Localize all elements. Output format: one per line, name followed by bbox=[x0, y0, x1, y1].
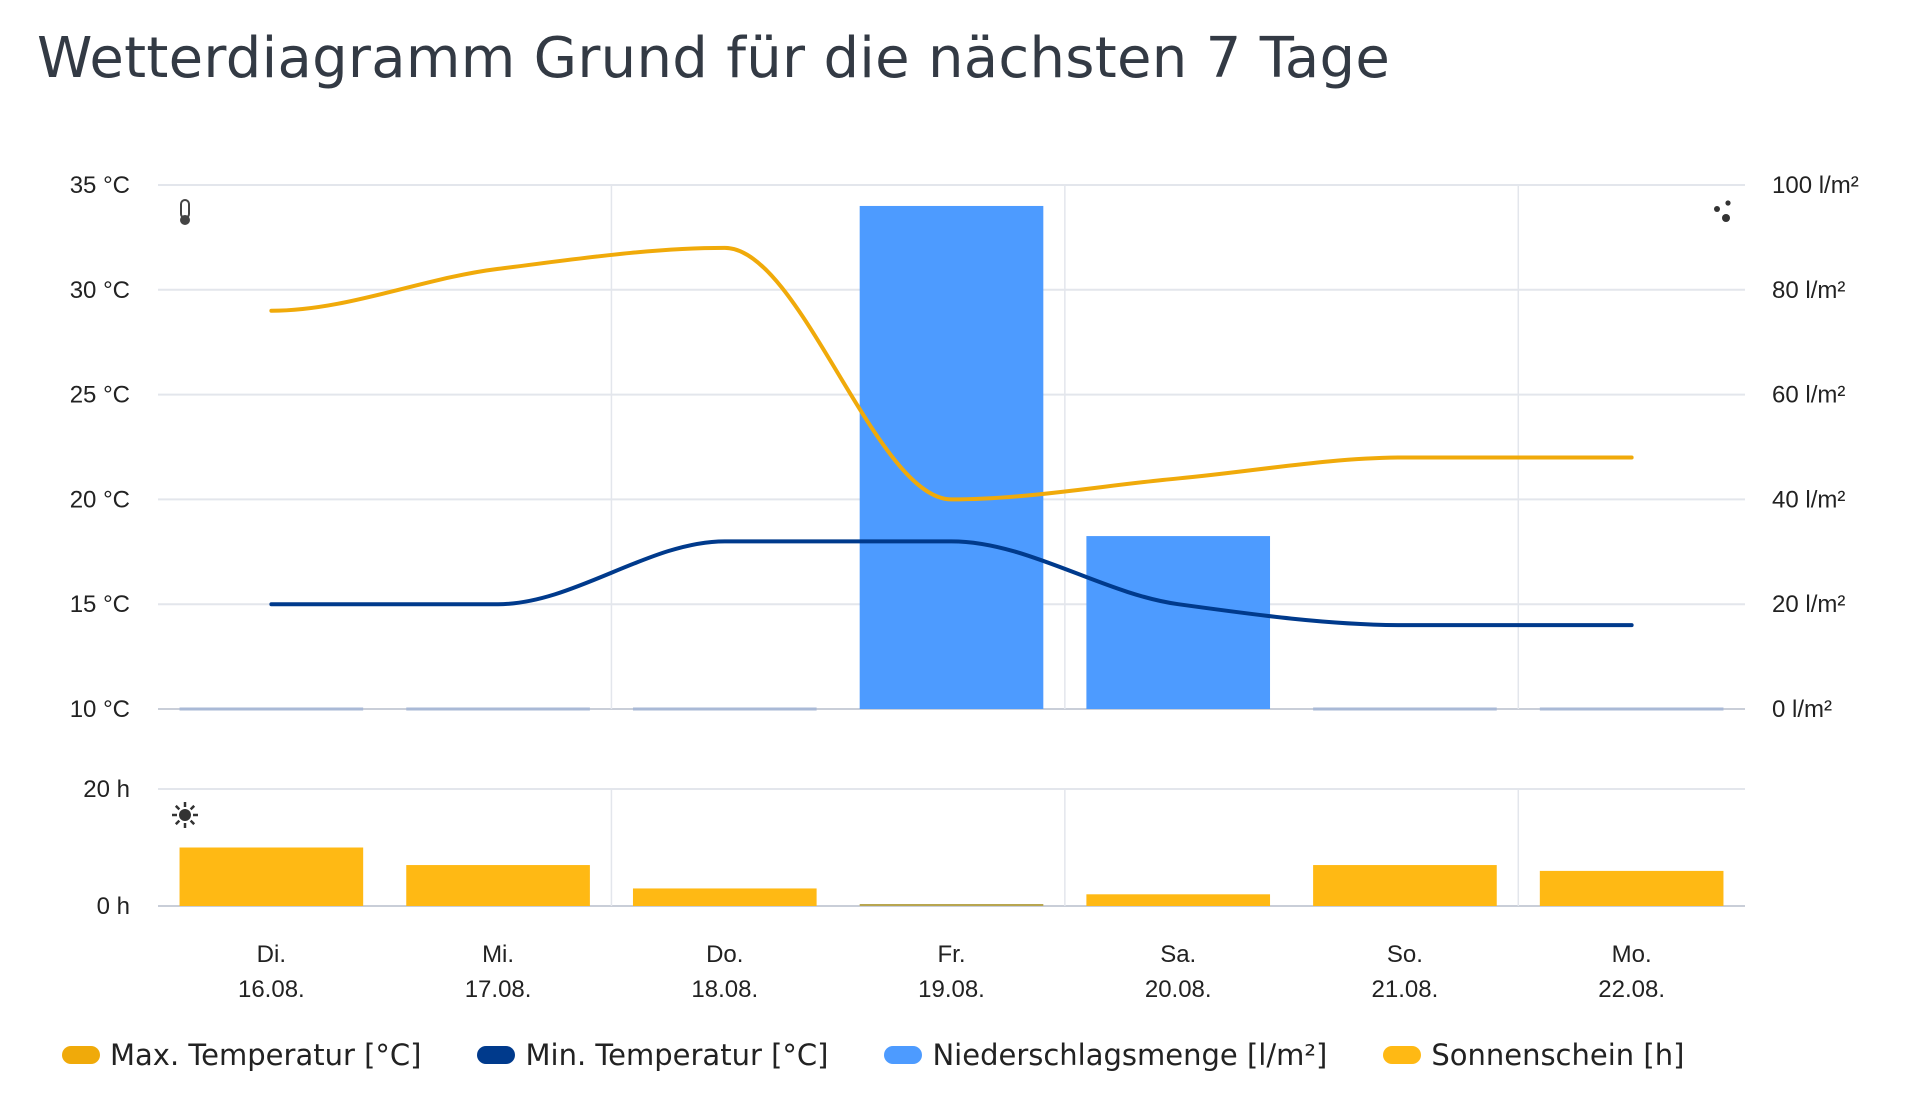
legend-item[interactable]: Sonnenschein [h] bbox=[1383, 1038, 1684, 1072]
date-label: 18.08. bbox=[691, 976, 758, 1003]
precip-bar bbox=[406, 707, 590, 711]
day-label: So. bbox=[1387, 941, 1423, 968]
legend-item[interactable]: Min. Temperatur [°C] bbox=[477, 1038, 828, 1072]
day-label: Mi. bbox=[482, 941, 514, 968]
day-label: Fr. bbox=[938, 941, 966, 968]
sun-tick-label: 20 h bbox=[83, 776, 130, 803]
chart-title: Wetterdiagramm Grund für die nächsten 7 … bbox=[37, 26, 1391, 91]
precip-tick-label: 100 l/m² bbox=[1772, 172, 1859, 199]
date-label: 21.08. bbox=[1372, 976, 1439, 1003]
legend-marker bbox=[1383, 1046, 1422, 1064]
date-label: 20.08. bbox=[1145, 976, 1212, 1003]
legend-marker bbox=[62, 1046, 100, 1064]
legend-item[interactable]: Niederschlagsmenge [l/m²] bbox=[884, 1038, 1327, 1072]
date-label: 17.08. bbox=[465, 976, 532, 1003]
sunshine-bar bbox=[406, 865, 590, 906]
temp-tick-label: 30 °C bbox=[70, 277, 130, 304]
day-label: Sa. bbox=[1160, 941, 1196, 968]
precip-bar bbox=[1313, 707, 1497, 711]
date-label: 22.08. bbox=[1598, 976, 1665, 1003]
precip-tick-label: 60 l/m² bbox=[1772, 382, 1845, 409]
chart-legend: Max. Temperatur [°C] Min. Temperatur [°C]… bbox=[62, 1038, 1740, 1072]
min-temperature-line bbox=[269, 539, 1634, 628]
sun-icon bbox=[172, 802, 198, 828]
day-label: Do. bbox=[706, 941, 743, 968]
day-label: Mo. bbox=[1612, 941, 1652, 968]
precip-bar bbox=[1539, 707, 1724, 711]
precip-bar bbox=[179, 707, 364, 711]
precip-bar bbox=[859, 205, 1044, 709]
precip-bar bbox=[632, 707, 817, 711]
legend-item[interactable]: Max. Temperatur [°C] bbox=[62, 1038, 421, 1072]
temp-tick-label: 20 °C bbox=[70, 486, 130, 513]
sunshine-bar bbox=[859, 904, 1044, 906]
legend-marker bbox=[884, 1046, 923, 1064]
thermometer-icon bbox=[180, 199, 190, 225]
legend-label: Niederschlagsmenge [l/m²] bbox=[932, 1038, 1328, 1072]
precip-tick-label: 80 l/m² bbox=[1772, 277, 1845, 304]
max-temperature-line bbox=[269, 245, 1634, 502]
temp-tick-label: 15 °C bbox=[70, 591, 130, 618]
legend-label: Min. Temperatur [°C] bbox=[525, 1038, 829, 1072]
temp-tick-label: 25 °C bbox=[70, 382, 130, 409]
sunshine-bar bbox=[179, 847, 364, 906]
raindrops-icon bbox=[1714, 200, 1731, 222]
precip-tick-label: 0 l/m² bbox=[1772, 696, 1832, 723]
legend-marker bbox=[477, 1046, 516, 1064]
sun-tick-label: 0 h bbox=[97, 893, 130, 920]
sunshine-bar bbox=[632, 888, 817, 906]
sunshine-bar bbox=[1539, 870, 1724, 906]
temp-tick-label: 10 °C bbox=[70, 696, 130, 723]
sunshine-bar bbox=[1313, 865, 1497, 906]
precip-bar bbox=[1086, 536, 1271, 709]
temp-tick-label: 35 °C bbox=[70, 172, 130, 199]
date-label: 19.08. bbox=[918, 976, 985, 1003]
day-label: Di. bbox=[257, 941, 286, 968]
precip-tick-label: 20 l/m² bbox=[1772, 591, 1845, 618]
sunshine-bar bbox=[1086, 894, 1271, 906]
legend-label: Max. Temperatur [°C] bbox=[110, 1038, 422, 1072]
precip-tick-label: 40 l/m² bbox=[1772, 486, 1845, 513]
legend-label: Sonnenschein [h] bbox=[1431, 1038, 1685, 1072]
date-label: 16.08. bbox=[238, 976, 305, 1003]
